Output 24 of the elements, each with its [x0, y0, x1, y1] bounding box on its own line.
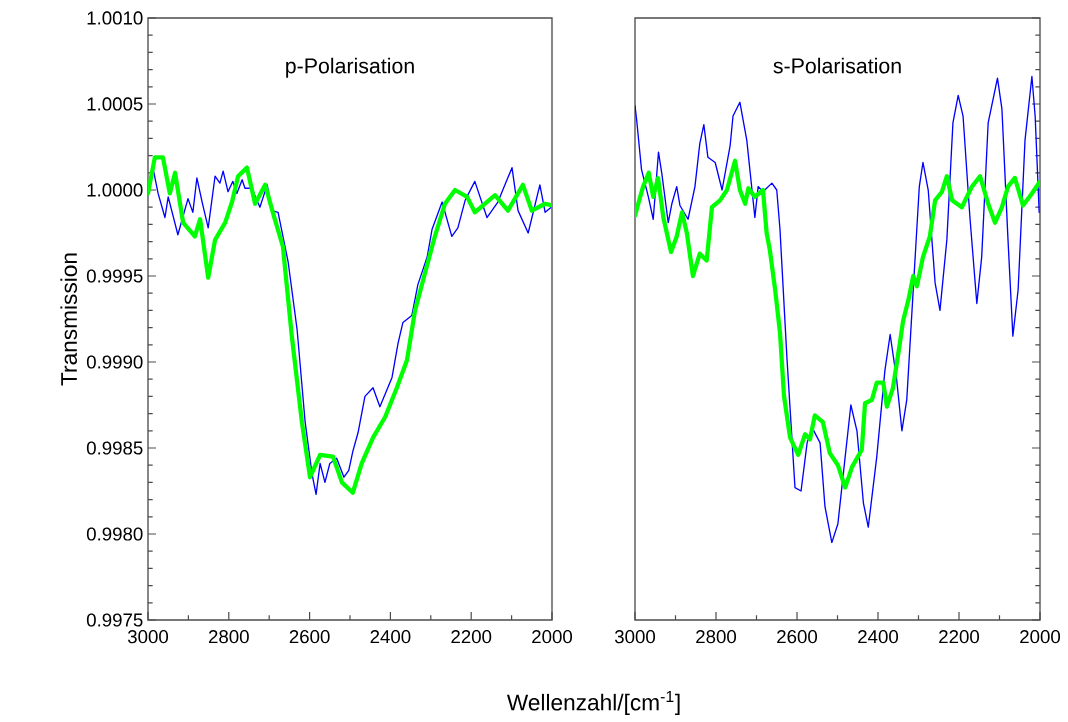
x-tick-label: 3000 — [614, 630, 656, 644]
y-tick-label: 1.0005 — [87, 97, 143, 111]
text: p-Polarisation — [286, 57, 414, 78]
y-tick-label: 1.0000 — [87, 183, 143, 197]
y-tick-label: 0.9975 — [86, 613, 143, 627]
x-tick-label: 2400 — [858, 630, 899, 644]
x-tick-label: 2800 — [208, 630, 249, 644]
x-tick-label: 2000 — [532, 630, 573, 644]
x-tick-label: 2600 — [289, 630, 330, 644]
x-tick-label: 2800 — [696, 630, 737, 644]
y-tick-label: 0.9990 — [86, 355, 143, 369]
x-tick-label: 2000 — [1020, 630, 1061, 644]
y-axis-title: Transmission — [60, 253, 78, 386]
y-tick-label: 0.9980 — [86, 527, 143, 541]
x-axis-title: Wellenzahl/[cm$^{-1}$] — [506, 691, 680, 715]
y-tick-label: 1.0010 — [87, 11, 143, 25]
x-tick-label: 2400 — [370, 630, 411, 644]
text: s-Polarisation — [773, 57, 901, 74]
x-tick-label: 2200 — [939, 630, 980, 644]
x-tick-label: 2600 — [777, 630, 818, 644]
x-tick-label: 2200 — [451, 630, 492, 644]
y-tick-label: 0.9985 — [86, 441, 143, 455]
y-tick-label: 0.9995 — [86, 269, 143, 283]
x-tick-label: 3000 — [127, 630, 169, 644]
